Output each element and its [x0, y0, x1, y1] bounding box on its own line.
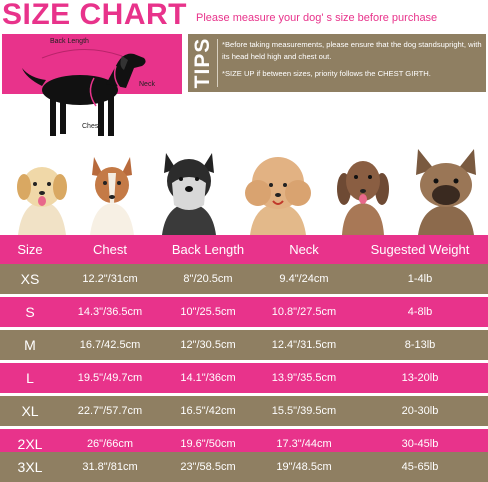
dog-photo-strip [0, 143, 488, 235]
tips-box: TIPS *Before taking measurements, please… [188, 34, 486, 92]
neck-label: Neck [139, 81, 155, 88]
header-chest: Chest [93, 242, 127, 257]
weight-cell: 13-20lb [401, 372, 439, 384]
dog-silhouette-icon [22, 49, 146, 136]
weight-cell: 20-30lb [401, 405, 439, 417]
size-cell: 2XL [17, 436, 43, 452]
size-cell: S [25, 304, 35, 320]
neck-cell: 15.5"/39.5cm [271, 405, 337, 417]
back-cell: 23"/58.5cm [180, 461, 236, 473]
neck-cell: 17.3"/44cm [276, 438, 332, 450]
tips-text: *Before taking measurements, please ensu… [222, 39, 482, 85]
size-cell: 3XL [17, 459, 43, 475]
chest-cell: 26"/66cm [86, 438, 134, 450]
weight-cell: 4-8lb [407, 306, 433, 318]
table-row: XS 12.2"/31cm 8"/20.5cm 9.4"/24cm 1-4lb [0, 264, 488, 294]
chest-cell: 14.3"/36.5cm [77, 306, 143, 318]
chest-cell: 31.8"/81cm [82, 461, 138, 473]
tip-line-1: *Before taking measurements, please ensu… [222, 40, 482, 61]
chest-cell: 12.2"/31cm [82, 273, 138, 285]
chest-label: Chest [82, 123, 101, 130]
page-title: SIZE CHART [2, 0, 187, 31]
basenji-icon [90, 157, 134, 235]
chest-cell: 19.5"/49.7cm [77, 372, 143, 384]
tips-heading: TIPS [191, 37, 214, 89]
table-row: L 19.5"/49.7cm 14.1"/36cm 13.9"/35.5cm 1… [0, 363, 488, 393]
back-cell: 16.5"/42cm [180, 405, 236, 417]
dachshund-icon [337, 161, 389, 235]
tips-divider [217, 39, 218, 87]
chest-cell: 22.7"/57.7cm [77, 405, 143, 417]
weight-cell: 30-45lb [401, 438, 439, 450]
poodle-icon [245, 157, 311, 235]
header-weight: Sugested Weight [370, 242, 470, 257]
neck-cell: 13.9"/35.5cm [271, 372, 337, 384]
back-cell: 14.1"/36cm [180, 372, 236, 384]
table-row: 3XL 31.8"/81cm 23"/58.5cm 19"/48.5cm 45-… [0, 452, 488, 482]
weight-cell: 45-65lb [401, 461, 439, 473]
golden-puppy-icon [17, 167, 67, 235]
neck-cell: 19"/48.5cm [276, 461, 332, 473]
tip-line-2: *SIZE UP if between sizes, priority foll… [222, 69, 431, 78]
size-cell: L [26, 370, 34, 386]
table-row: XL 22.7"/57.7cm 16.5"/42cm 15.5"/39.5cm … [0, 396, 488, 426]
header-neck: Neck [289, 242, 319, 257]
page-subtitle: Please measure your dog' s size before p… [196, 12, 438, 24]
measurement-diagram: Back Length Neck Chest [2, 34, 182, 146]
table-row: M 16.7/42.5cm 12"/30.5cm 12.4"/31.5cm 8-… [0, 330, 488, 360]
size-cell: XS [20, 271, 40, 287]
neck-cell: 9.4"/24cm [279, 273, 329, 285]
back-length-label: Back Length [50, 38, 89, 45]
table-row: S 14.3"/36.5cm 10"/25.5cm 10.8"/27.5cm 4… [0, 297, 488, 327]
header-size: Size [17, 242, 43, 257]
back-cell: 19.6"/50cm [180, 438, 236, 450]
tips-heading-text: TIPS [191, 37, 214, 89]
chest-cell: 16.7/42.5cm [79, 339, 141, 351]
size-cell: XL [21, 403, 39, 419]
title-row: SIZE CHART Please measure your dog' s si… [0, 0, 488, 31]
weight-cell: 8-13lb [404, 339, 436, 351]
weight-cell: 1-4lb [407, 273, 433, 285]
french-bulldog-icon [416, 149, 476, 235]
back-cell: 10"/25.5cm [180, 306, 236, 318]
neck-cell: 10.8"/27.5cm [271, 306, 337, 318]
table-header: Size Chest Back Length Neck Sugested Wei… [0, 235, 488, 264]
back-cell: 12"/30.5cm [180, 339, 236, 351]
neck-cell: 12.4"/31.5cm [271, 339, 337, 351]
back-cell: 8"/20.5cm [183, 273, 233, 285]
header-back-length: Back Length [171, 242, 245, 257]
schnauzer-icon [162, 153, 216, 235]
size-cell: M [24, 337, 36, 353]
